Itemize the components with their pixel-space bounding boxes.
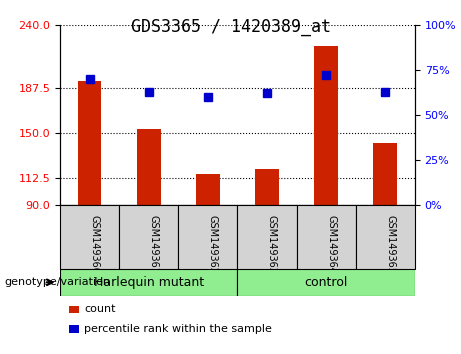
- Bar: [255, 169, 279, 205]
- Text: percentile rank within the sample: percentile rank within the sample: [84, 324, 272, 334]
- FancyBboxPatch shape: [119, 205, 178, 269]
- Text: GSM149361: GSM149361: [148, 215, 159, 274]
- FancyBboxPatch shape: [296, 205, 356, 269]
- FancyBboxPatch shape: [178, 205, 237, 269]
- Bar: [137, 130, 160, 205]
- Text: count: count: [84, 304, 115, 314]
- Text: GSM149365: GSM149365: [385, 215, 396, 274]
- Bar: [77, 81, 101, 205]
- FancyBboxPatch shape: [237, 269, 415, 296]
- Bar: [314, 46, 338, 205]
- FancyBboxPatch shape: [60, 205, 119, 269]
- Text: GDS3365 / 1420389_at: GDS3365 / 1420389_at: [130, 18, 331, 36]
- Text: GSM149360: GSM149360: [89, 215, 100, 274]
- Text: Harlequin mutant: Harlequin mutant: [94, 276, 204, 289]
- FancyBboxPatch shape: [237, 205, 296, 269]
- Text: GSM149362: GSM149362: [208, 215, 218, 274]
- Bar: [196, 174, 219, 205]
- Bar: [373, 143, 397, 205]
- FancyBboxPatch shape: [356, 205, 415, 269]
- Text: control: control: [304, 276, 348, 289]
- FancyBboxPatch shape: [60, 269, 237, 296]
- Text: genotype/variation: genotype/variation: [5, 277, 111, 287]
- Text: GSM149363: GSM149363: [267, 215, 277, 274]
- Text: GSM149364: GSM149364: [326, 215, 336, 274]
